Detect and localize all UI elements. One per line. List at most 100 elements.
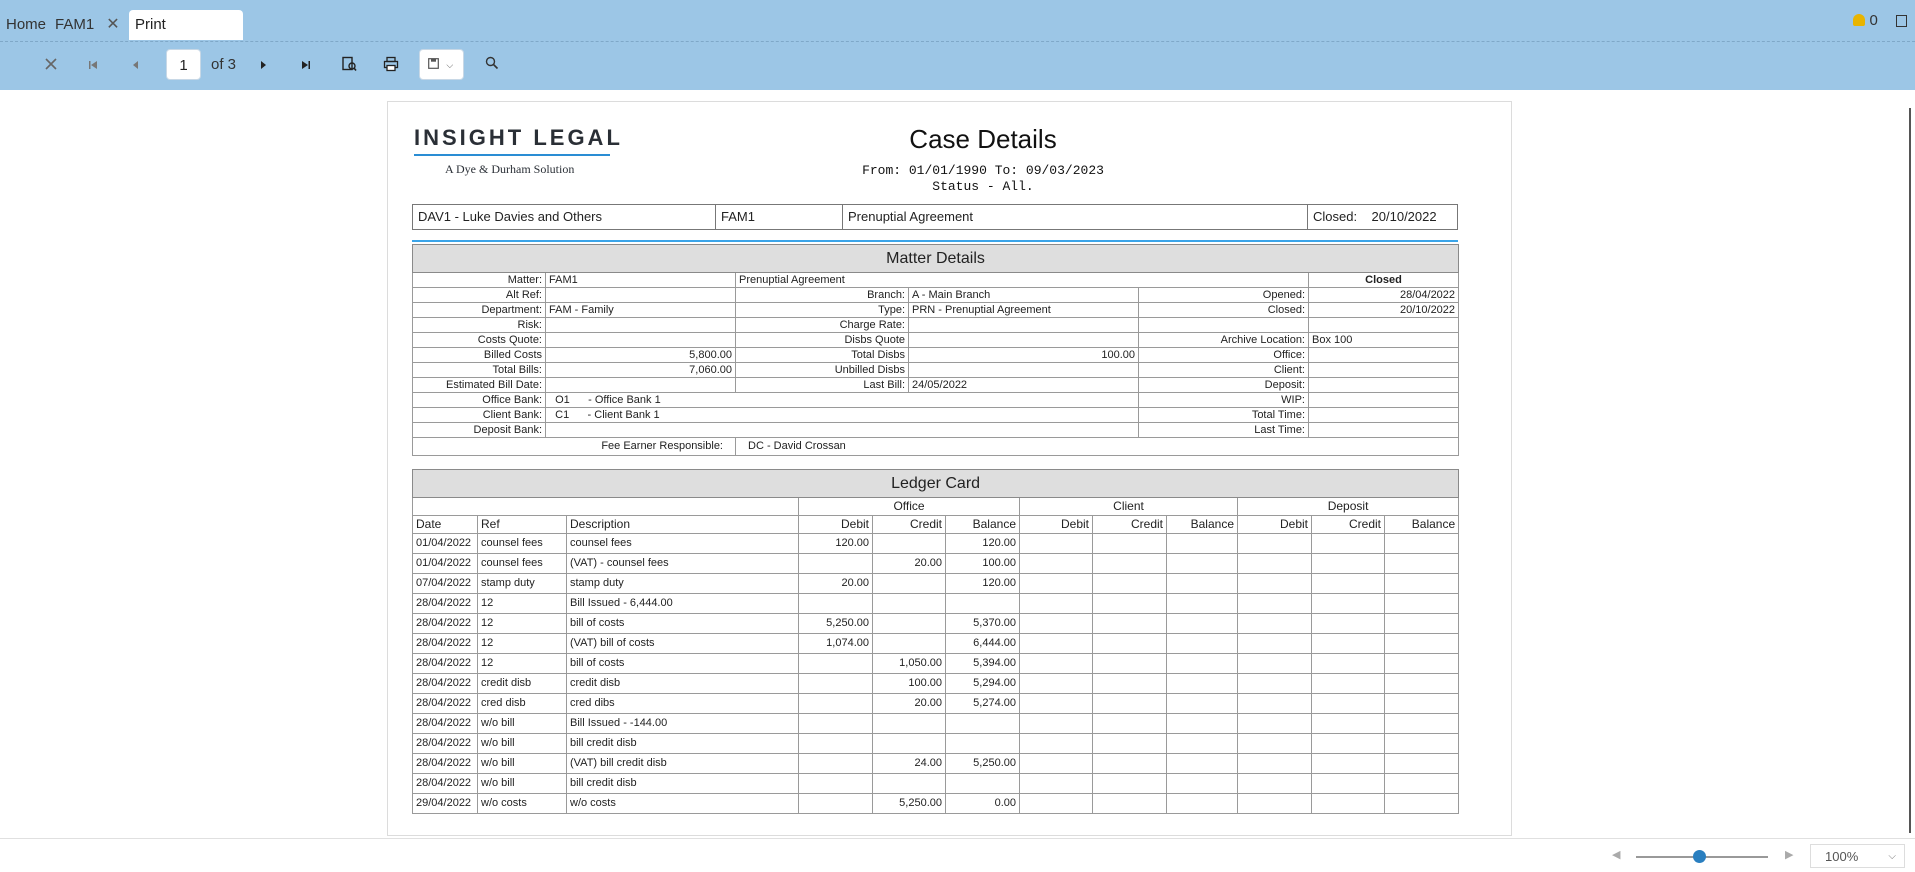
row-office-credit: 1,050.00 — [872, 653, 946, 674]
billed-costs-label: Billed Costs — [412, 347, 546, 363]
row-ref: counsel fees — [477, 533, 567, 554]
row-deposit-credit — [1311, 693, 1385, 714]
row-client-balance — [1166, 713, 1238, 734]
edit-icon[interactable] — [1896, 15, 1907, 27]
wip-label: WIP: — [1138, 392, 1309, 408]
row-office-debit — [798, 753, 873, 774]
row-description: (VAT) - counsel fees — [566, 553, 799, 574]
ledger-group-client: Client — [1019, 497, 1238, 516]
close-report-icon[interactable] — [41, 56, 61, 76]
row-ref: w/o costs — [477, 793, 567, 814]
row-deposit-debit — [1237, 713, 1312, 734]
office-bank-value: O1 - Office Bank 1 — [545, 392, 1139, 408]
row-date: 28/04/2022 — [412, 753, 478, 774]
zoom-select[interactable]: 100% ⌵ — [1810, 844, 1905, 868]
chevron-down-icon: ⌵ — [1888, 851, 1896, 862]
row-client-credit — [1092, 593, 1167, 614]
row-office-balance: 0.00 — [945, 793, 1020, 814]
previous-page-icon[interactable] — [126, 56, 146, 76]
close-icon[interactable]: ✕ — [106, 16, 120, 33]
row-client-credit — [1092, 693, 1167, 714]
row-client-debit — [1019, 533, 1093, 554]
opened-value: 28/04/2022 — [1307, 287, 1460, 303]
header-matter: FAM1 — [716, 205, 843, 229]
wip-value — [1307, 392, 1460, 408]
row-client-debit — [1019, 793, 1093, 814]
row-date: 01/04/2022 — [412, 533, 478, 554]
col-client-balance: Balance — [1166, 515, 1238, 534]
charge-rate-label: Charge Rate: — [735, 317, 909, 333]
first-page-icon[interactable] — [83, 56, 103, 76]
row-office-debit — [798, 733, 873, 754]
page-count: of 3 — [211, 56, 237, 73]
header-closed-label: Closed: — [1313, 209, 1358, 224]
row-deposit-debit — [1237, 793, 1312, 814]
export-document-icon[interactable] — [339, 56, 359, 76]
row-office-balance — [945, 713, 1020, 734]
insight-legal-logo: INSIGHT LEGAL — [414, 125, 623, 150]
last-page-icon[interactable] — [296, 56, 316, 76]
row-deposit-balance — [1383, 653, 1460, 674]
deposit-bank-label: Deposit Bank: — [412, 422, 546, 438]
report-status-filter: Status - All. — [932, 179, 1034, 194]
tab-print-matter[interactable]: Print Matter✕ — [129, 10, 243, 63]
tab-home[interactable]: Home — [0, 10, 52, 40]
row-office-credit — [872, 713, 946, 734]
row-client-credit — [1092, 553, 1167, 574]
costs-quote-label: Costs Quote: — [412, 332, 546, 348]
col-ref: Ref — [477, 515, 567, 534]
deposit-bank-value — [545, 422, 1139, 438]
row-office-credit: 20.00 — [872, 693, 946, 714]
row-ref: 12 — [477, 613, 567, 634]
row-client-balance — [1166, 653, 1238, 674]
zoom-out-icon[interactable]: ◀ — [1612, 849, 1621, 861]
ledger-group-spacer — [412, 497, 799, 516]
row-client-debit — [1019, 753, 1093, 774]
page-number-input[interactable]: 1 — [166, 49, 201, 80]
ledger-card-title: Ledger Card — [411, 469, 1460, 498]
bell-icon[interactable] — [1853, 14, 1866, 26]
office-bank-code: O1 — [555, 394, 570, 406]
tab-fam1[interactable]: FAM1 ✕ — [49, 10, 126, 40]
row-client-balance — [1166, 593, 1238, 614]
row-client-balance — [1166, 533, 1238, 554]
next-page-icon[interactable] — [253, 56, 273, 76]
row-deposit-debit — [1237, 673, 1312, 694]
page-number-value: 1 — [179, 57, 188, 74]
empty-cell — [1138, 317, 1309, 333]
col-deposit-balance: Balance — [1383, 515, 1460, 534]
row-deposit-balance — [1383, 613, 1460, 634]
print-icon[interactable] — [381, 56, 401, 76]
department-label: Department: — [412, 302, 546, 318]
row-office-debit — [798, 693, 873, 714]
row-client-credit — [1092, 713, 1167, 734]
save-dropdown[interactable]: ⌵ — [419, 49, 464, 80]
branch-value: A - Main Branch — [908, 287, 1139, 303]
archive-location-label: Archive Location: — [1138, 332, 1309, 348]
header-closed: Closed: 20/10/2022 — [1308, 205, 1457, 229]
row-description: stamp duty — [566, 573, 799, 594]
row-office-debit: 5,250.00 — [798, 613, 873, 634]
table-row: 01/04/2022 counsel fees counsel fees 120.00… — [412, 533, 1460, 554]
row-deposit-balance — [1383, 733, 1460, 754]
row-deposit-credit — [1311, 733, 1385, 754]
row-office-credit — [872, 633, 946, 654]
row-date: 28/04/2022 — [412, 733, 478, 754]
table-row: 28/04/2022 w/o bill bill credit disb — [412, 733, 1460, 754]
total-time-value — [1307, 407, 1460, 423]
row-description: cred dibs — [566, 693, 799, 714]
row-deposit-debit — [1237, 773, 1312, 794]
row-date: 28/04/2022 — [412, 713, 478, 734]
zoom-in-icon[interactable]: ▶ — [1785, 849, 1794, 861]
row-client-credit — [1092, 613, 1167, 634]
matter-description: Prenuptial Agreement — [735, 272, 1309, 288]
row-description: bill of costs — [566, 653, 799, 674]
last-bill-label: Last Bill: — [735, 377, 909, 393]
altref-value — [545, 287, 736, 303]
zoom-slider-thumb[interactable] — [1693, 850, 1706, 863]
row-office-debit — [798, 553, 873, 574]
vertical-scrollbar[interactable] — [1909, 108, 1911, 833]
row-client-balance — [1166, 613, 1238, 634]
total-bills-value: 7,060.00 — [545, 362, 736, 378]
search-icon[interactable] — [482, 56, 502, 76]
